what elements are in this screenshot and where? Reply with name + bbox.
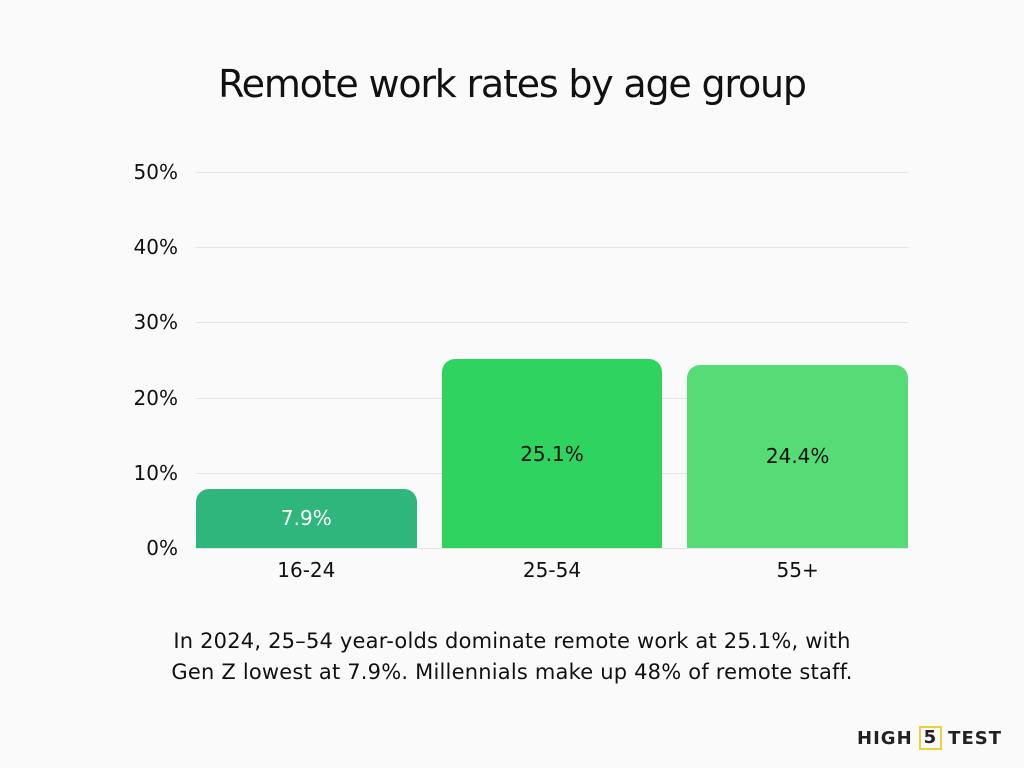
bar-value-label: 25.1%	[520, 441, 584, 466]
x-tick-label: 25-54	[522, 558, 582, 582]
y-tick-label: 10%	[133, 460, 178, 485]
logo-text-left: HIGH	[857, 727, 913, 749]
gridline	[196, 548, 908, 549]
plot-area: 7.9% 25.1% 24.4%	[196, 172, 908, 549]
logo-text-right: TEST	[948, 727, 1002, 749]
x-tick-label: 16-24	[277, 558, 336, 582]
y-tick-label: 50%	[133, 160, 178, 184]
bar-55+: 24.4%	[687, 364, 908, 548]
y-tick-label: 40%	[133, 235, 178, 260]
caption-line-2: Gen Z lowest at 7.9%. Millennials make u…	[171, 660, 853, 684]
x-tick-label: 55+	[776, 558, 819, 582]
bar-25-54: 25.1%	[441, 359, 663, 548]
bar-value-label: 24.4%	[765, 444, 830, 469]
y-tick-label: 20%	[133, 385, 178, 410]
gridline	[196, 247, 908, 249]
gridline	[196, 172, 908, 173]
gridline	[196, 322, 908, 324]
bar-16-24: 7.9%	[196, 488, 417, 548]
brand-logo: HIGH 5 TEST	[857, 726, 1002, 750]
chart-title: Remote work rates by age group	[218, 62, 807, 106]
logo-five-box: 5	[918, 726, 943, 750]
caption: In 2024, 25–54 year-olds dominate remote…	[0, 626, 1024, 688]
y-tick-label: 30%	[133, 310, 178, 335]
caption-line-1: In 2024, 25–54 year-olds dominate remote…	[173, 629, 851, 653]
y-tick-label: 0%	[146, 536, 178, 560]
bar-value-label: 7.9%	[280, 506, 332, 531]
